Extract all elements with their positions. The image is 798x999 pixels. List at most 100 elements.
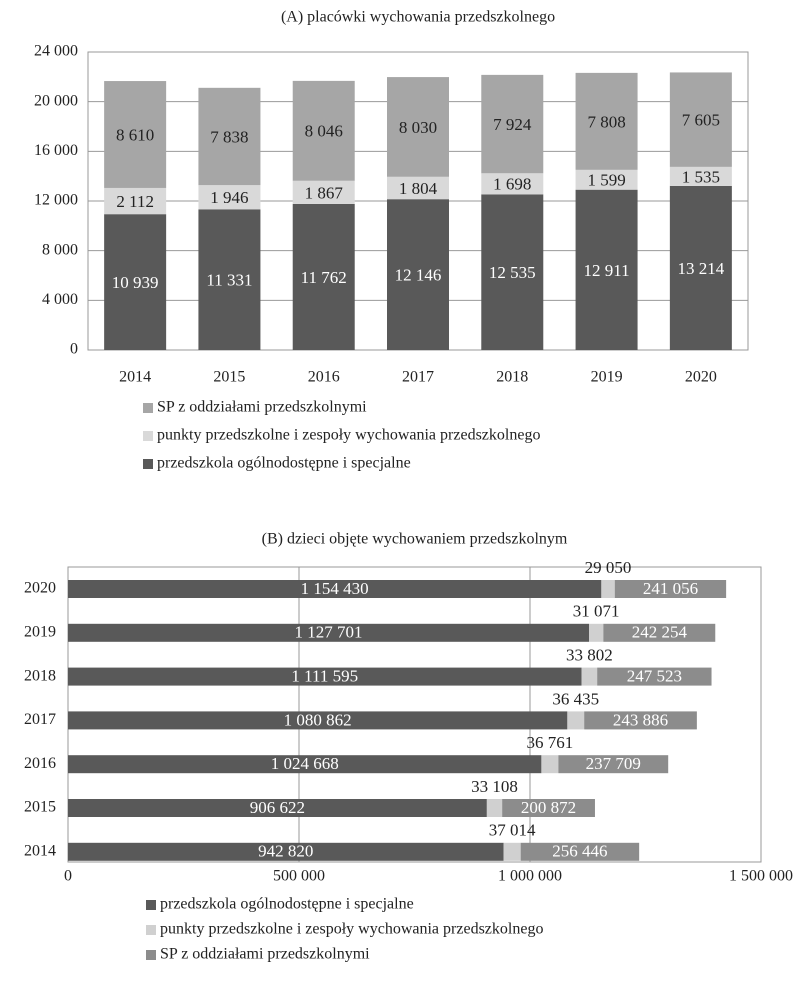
x-tick-label: 2018 <box>496 369 528 386</box>
data-label: 1 535 <box>682 167 720 186</box>
bar-segment <box>575 189 638 350</box>
bar-segment <box>292 203 355 350</box>
data-label: 33 108 <box>471 777 518 796</box>
legend-label: punkty przedszkolne i zespoły wychowania… <box>160 921 543 938</box>
data-label: 1 599 <box>587 171 625 190</box>
data-label: 1 154 430 <box>301 579 369 598</box>
bar-segment <box>567 711 585 730</box>
data-label: 8 030 <box>399 118 437 137</box>
y-tick-label: 2014 <box>24 842 56 859</box>
data-label: 7 924 <box>493 115 532 134</box>
bar-segment <box>481 74 544 174</box>
bar-segment <box>486 799 503 817</box>
data-label: 200 872 <box>521 798 576 817</box>
bar-segment <box>520 842 640 861</box>
data-label: 10 939 <box>112 273 159 292</box>
bar-segment <box>68 711 568 730</box>
legend-label: przedszkola ogólnodostępne i specjalne <box>160 896 414 913</box>
y-tick-label: 2015 <box>24 799 56 816</box>
data-label: 12 146 <box>395 265 442 284</box>
data-label: 2 112 <box>116 192 154 211</box>
data-label: 36 435 <box>552 689 599 708</box>
bar-segment <box>481 173 544 195</box>
chart-title: (B) dzieci objęte wychowaniem przedszkol… <box>262 531 568 548</box>
x-tick-label: 2015 <box>213 369 245 386</box>
data-label: 8 046 <box>305 122 343 141</box>
chart-title: (A) placówki wychowania przedszkolnego <box>281 9 555 26</box>
bar-segment <box>503 842 521 861</box>
x-tick-label: 2016 <box>308 369 340 386</box>
bar-segment <box>588 623 604 642</box>
bar-segment <box>669 185 732 350</box>
bar-segment <box>387 77 449 177</box>
data-label: 13 214 <box>677 259 724 278</box>
bar-segment <box>198 185 261 210</box>
bar-segment <box>68 755 542 774</box>
bar-segment <box>292 180 355 204</box>
legend-swatch <box>146 900 156 910</box>
data-label: 237 709 <box>586 754 641 773</box>
bar-segment <box>68 842 504 861</box>
x-tick-label: 2014 <box>119 369 151 386</box>
data-label: 37 014 <box>489 821 536 840</box>
x-tick-label: 2017 <box>402 369 434 386</box>
x-tick-label: 2019 <box>591 369 623 386</box>
bar-segment <box>68 623 589 642</box>
bar-segment <box>104 214 167 350</box>
bar-segment <box>541 755 559 774</box>
data-label: 1 127 701 <box>294 623 362 642</box>
legend-swatch <box>146 950 156 960</box>
bar-segment <box>387 176 449 200</box>
bar-segment <box>669 72 732 167</box>
data-label: 243 886 <box>613 710 668 729</box>
bar-segment <box>558 755 669 774</box>
bar-segment <box>597 667 712 686</box>
y-tick-label: 2020 <box>24 580 56 597</box>
y-tick-label: 2017 <box>24 711 56 728</box>
legend-label: SP z oddziałami przedszkolnymi <box>157 399 367 416</box>
data-label: 11 762 <box>301 268 347 287</box>
legend-swatch <box>143 459 153 469</box>
data-label: 241 056 <box>643 579 698 598</box>
data-label: 1 804 <box>399 179 438 198</box>
legend-label: przedszkola ogólnodostępne i specjalne <box>157 455 411 472</box>
bar-segment <box>68 580 602 598</box>
legend-swatch <box>146 925 156 935</box>
legend-label: SP z oddziałami przedszkolnymi <box>160 946 370 963</box>
data-label: 29 050 <box>585 558 632 577</box>
bar-segment <box>292 80 355 181</box>
legend-swatch <box>143 431 153 441</box>
data-label: 31 071 <box>573 602 620 621</box>
data-label: 36 761 <box>527 733 574 752</box>
bar-segment <box>481 194 544 350</box>
legend-swatch <box>143 403 153 413</box>
data-label: 1 867 <box>305 183 344 202</box>
bar-segment <box>584 711 697 730</box>
legend-label: punkty przedszkolne i zespoły wychowania… <box>157 427 540 444</box>
data-label: 7 605 <box>682 111 720 130</box>
bar-segment <box>581 667 598 686</box>
y-tick-label: 2016 <box>24 755 56 772</box>
data-label: 8 610 <box>116 125 154 144</box>
y-tick-label: 24 000 <box>34 43 78 60</box>
y-tick-label: 0 <box>70 341 78 358</box>
bar-segment <box>68 799 487 817</box>
data-label: 12 911 <box>584 261 630 280</box>
bar-segment <box>68 667 582 686</box>
bar-segment <box>387 199 449 350</box>
y-tick-label: 20 000 <box>34 92 78 109</box>
y-tick-label: 2018 <box>24 667 56 684</box>
data-label: 906 622 <box>250 798 305 817</box>
bar-segment <box>502 799 595 817</box>
data-label: 7 838 <box>210 127 248 146</box>
bar-segment <box>575 72 638 170</box>
data-label: 1 111 595 <box>291 667 358 686</box>
data-label: 1 946 <box>210 188 248 207</box>
x-tick-label: 500 000 <box>273 868 325 885</box>
x-tick-label: 0 <box>64 868 72 885</box>
data-label: 247 523 <box>627 667 682 686</box>
y-tick-label: 2019 <box>24 623 56 640</box>
bar-segment <box>669 166 732 186</box>
data-label: 11 331 <box>206 271 252 290</box>
